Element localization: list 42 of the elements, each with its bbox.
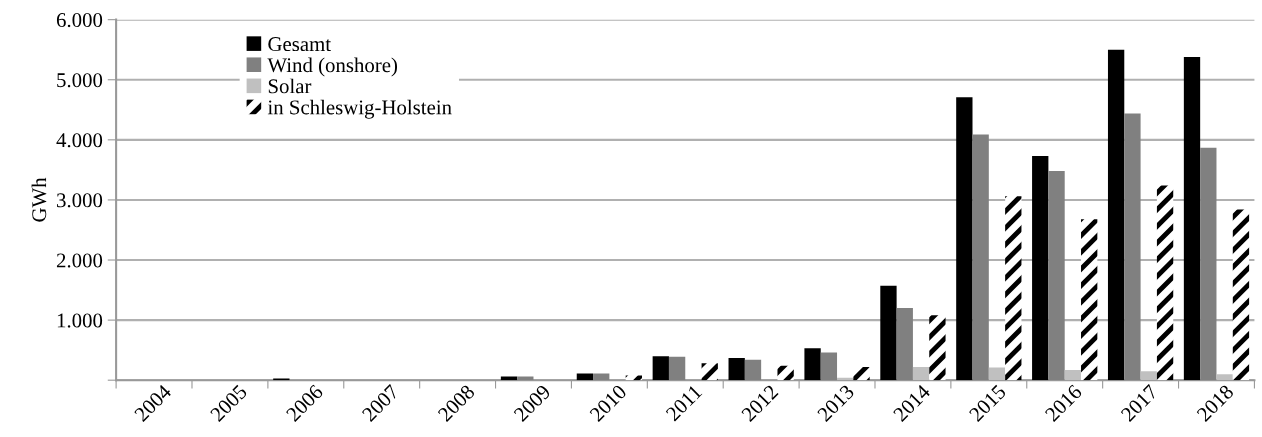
bar <box>1081 219 1098 381</box>
bar <box>1032 156 1049 381</box>
bar <box>1183 56 1201 381</box>
bar <box>1005 196 1022 381</box>
bar <box>988 367 1006 381</box>
bar <box>1232 209 1250 381</box>
bar <box>1200 147 1217 381</box>
bar <box>1107 49 1125 381</box>
bar <box>1140 371 1157 381</box>
bar <box>896 308 913 381</box>
bar <box>625 375 643 381</box>
y-tick-label: 2.000 <box>56 253 103 268</box>
y-axis-title: GWh <box>31 177 47 222</box>
y-tick-label: 3.000 <box>57 193 103 208</box>
bar <box>668 356 686 381</box>
y-tick-label: 4.000 <box>56 133 103 148</box>
bar <box>929 315 946 381</box>
bar <box>1124 113 1141 381</box>
legend-label: in Schleswig-Holstein <box>267 99 452 119</box>
bar <box>880 285 897 381</box>
bar <box>744 359 762 381</box>
legend-label: Solar <box>268 78 312 94</box>
bar <box>853 366 870 381</box>
bar <box>804 348 821 381</box>
legend-label: Gesamt <box>268 37 331 52</box>
bar <box>1064 369 1082 381</box>
legend-label: Wind (onshore) <box>267 57 398 77</box>
y-tick-label: 5.000 <box>57 73 103 88</box>
bar <box>820 352 838 381</box>
bar <box>701 363 718 381</box>
bar <box>728 357 745 381</box>
bar <box>1156 185 1174 381</box>
y-tick-label: 6.000 <box>56 13 103 28</box>
bar <box>912 366 930 381</box>
y-tick-label: 1.000 <box>57 313 103 328</box>
bar <box>956 97 973 381</box>
bar <box>1216 374 1233 381</box>
bar <box>652 356 669 381</box>
bar <box>777 365 794 381</box>
bar <box>1048 171 1065 381</box>
x-tick-label: 2011 <box>665 384 703 422</box>
bar <box>972 134 989 381</box>
